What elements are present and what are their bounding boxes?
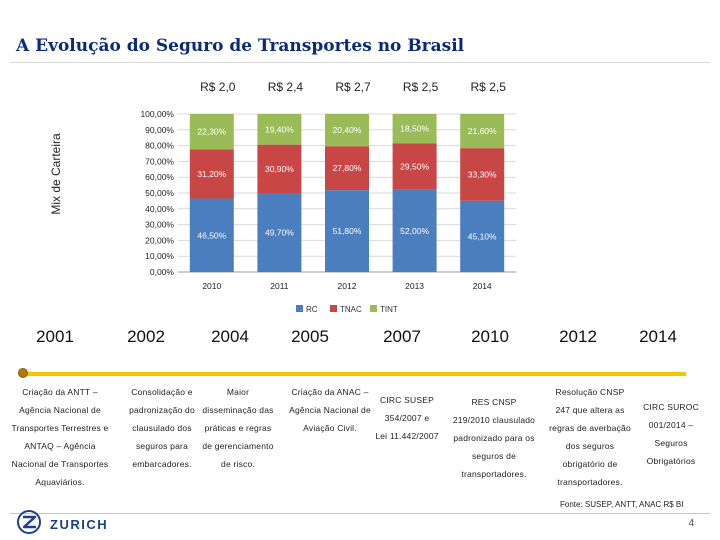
data-label: 19,40%	[265, 124, 294, 134]
legend-swatch	[330, 305, 337, 312]
legend-label: RC	[306, 305, 318, 314]
x-tick-label: 2014	[473, 281, 492, 291]
timeline-event: CIRC SUROC 001/2014 – Seguros Obrigatóri…	[643, 402, 699, 466]
y-tick-label: 60,00%	[145, 172, 174, 182]
data-label: 46,50%	[197, 230, 226, 240]
data-label: 18,50%	[400, 124, 429, 134]
total-premium-label: R$ 2,7	[335, 80, 371, 94]
timeline-year: 2007	[383, 327, 421, 346]
timeline-year: 2012	[559, 327, 597, 346]
timeline-event: RES CNSP 219/2010 clausulado padronizado…	[452, 397, 536, 479]
timeline-year: 2004	[211, 327, 249, 346]
timeline-event: Resolução CNSP 247 que altera as regras …	[549, 387, 631, 487]
data-label: 21,60%	[468, 126, 497, 136]
bar-segment-tnac	[460, 148, 505, 201]
legend-label: TINT	[380, 305, 398, 314]
data-label: 30,90%	[265, 164, 294, 174]
data-label: 51,80%	[333, 226, 362, 236]
bar-segment-tnac	[392, 143, 437, 190]
total-premium-label: R$ 2,5	[471, 80, 507, 94]
bar-segment-tnac	[325, 146, 369, 191]
timeline-year: 2010	[471, 327, 509, 346]
y-tick-label: 0,00%	[150, 267, 175, 277]
page-number: 4	[688, 518, 694, 529]
y-tick-label: 40,00%	[145, 204, 174, 214]
legend-swatch	[296, 305, 303, 312]
data-label: 27,80%	[333, 163, 362, 173]
total-premium-label: R$ 2,5	[403, 80, 439, 94]
bar-segment-tnac	[189, 149, 234, 199]
timeline-start-marker	[18, 368, 28, 378]
stacked-bar-chart: 0,00% 10,00% 20,00% 30,00% 40,00% 50,00% 60,00…	[140, 80, 516, 314]
bar-segment-rc	[392, 189, 437, 272]
bar-segment-rc	[460, 200, 505, 272]
bar-segment-rc	[257, 193, 302, 272]
y-tick-label: 30,00%	[145, 220, 174, 230]
y-tick-label: 20,00%	[145, 235, 174, 245]
timeline-event: Criação da ANTT – Agência Nacional de Tr…	[11, 387, 109, 487]
data-label: 31,20%	[197, 169, 226, 179]
zurich-z-icon	[17, 510, 41, 534]
timeline-year: 2014	[639, 327, 677, 346]
total-premium-label: R$ 2,0	[200, 80, 236, 94]
bar-segment-tnac	[257, 144, 302, 194]
y-tick-label: 100,00%	[140, 109, 174, 119]
x-tick-label: 2010	[202, 281, 221, 291]
page-title: A Evolução do Seguro de Transportes no B…	[16, 36, 465, 56]
zurich-logo: ZURICH	[16, 509, 116, 535]
timeline-event: Criação da ANAC – Agência Nacional de Av…	[289, 387, 371, 433]
timeline-year: 2001	[36, 327, 74, 346]
data-label: 33,30%	[468, 169, 497, 179]
y-tick-label: 10,00%	[145, 251, 174, 261]
bar-segment-tint	[460, 114, 505, 149]
footer-divider	[10, 513, 710, 514]
timeline-bar	[22, 372, 686, 376]
data-label: 45,10%	[468, 231, 497, 241]
timeline-year: 2002	[127, 327, 165, 346]
y-tick-label: 50,00%	[145, 188, 174, 198]
data-label: 20,40%	[333, 125, 362, 135]
timeline-event: CIRC SUSEP 354/2007 e Lei 11.442/2007	[375, 395, 439, 441]
total-premium-label: R$ 2,4	[268, 80, 304, 94]
timeline-event: Maior disseminação das práticas e regras…	[202, 387, 274, 469]
title-divider	[10, 62, 710, 63]
source-note: Fonte: SUSEP, ANTT, ANAC R$ BI	[560, 500, 684, 509]
data-label: 49,70%	[265, 228, 294, 238]
bar-segment-rc	[325, 190, 369, 272]
bar-segment-rc	[189, 198, 234, 272]
y-tick-label: 80,00%	[145, 141, 174, 151]
data-label: 29,50%	[400, 162, 429, 172]
legend-label: TNAC	[340, 305, 362, 314]
bar-segment-tint	[392, 114, 437, 144]
bar-segment-tint	[325, 114, 369, 147]
x-tick-label: 2012	[338, 281, 357, 291]
data-label: 52,00%	[400, 226, 429, 236]
y-tick-label: 90,00%	[145, 125, 174, 135]
logo-wordmark: ZURICH	[50, 517, 109, 532]
timeline-event: Consolidação e padronização do clausulad…	[129, 387, 195, 469]
data-label: 22,30%	[197, 127, 226, 137]
x-tick-label: 2013	[405, 281, 424, 291]
y-tick-label: 70,00%	[145, 156, 174, 166]
x-tick-label: 2011	[270, 281, 289, 291]
bar-segment-tint	[189, 114, 234, 150]
legend-swatch	[370, 305, 377, 312]
bar-segment-tint	[257, 114, 302, 145]
timeline-year: 2005	[291, 327, 329, 346]
